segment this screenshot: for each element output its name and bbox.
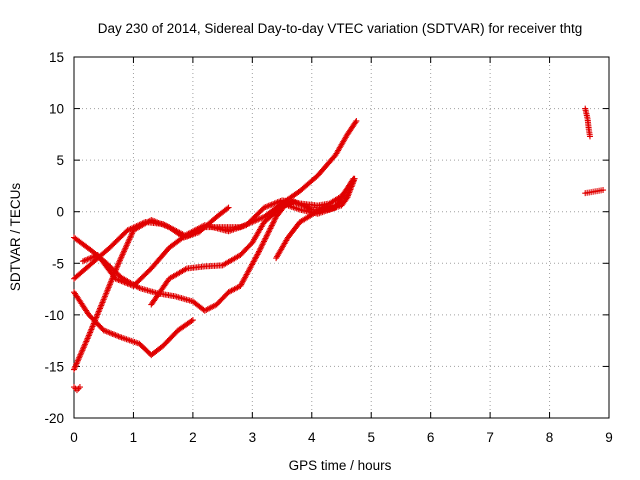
series-arc-8 [279, 175, 357, 217]
plot-frame [73, 56, 610, 419]
x-tick-label-0: 0 [70, 430, 78, 445]
y-axis-label: SDTVAR / TECUs [8, 183, 23, 292]
series-markers-1 [71, 204, 232, 373]
series-markers-2 [71, 289, 196, 359]
series-arc-9 [71, 384, 83, 394]
series-arc-1 [71, 117, 360, 282]
x-tick-label-4: 4 [308, 430, 316, 445]
x-tick-label-8: 8 [546, 430, 554, 445]
axis-ticks [73, 56, 610, 419]
series-arc-11 [582, 187, 607, 197]
x-tick-label-5: 5 [367, 430, 375, 445]
x-tick-label-1: 1 [130, 430, 138, 445]
series-markers-8 [71, 384, 83, 394]
y-tick-label-6: 10 [49, 102, 64, 117]
y-tick-label-5: 5 [56, 153, 64, 168]
y-tick-label-4: 0 [56, 205, 64, 220]
series-arc-2 [71, 204, 232, 373]
series-markers-7 [279, 175, 357, 217]
x-tick-label-7: 7 [486, 430, 494, 445]
tick-labels: 0 1 2 3 4 5 6 7 8 9 -20 -15 -10 -5 0 5 10 15 [44, 50, 612, 445]
data-series [71, 105, 607, 394]
chart-title: Day 230 of 2014, Sidereal Day-to-day VTE… [98, 21, 582, 36]
series-markers-9 [582, 105, 593, 140]
x-tick-label-9: 9 [605, 430, 613, 445]
series-markers-0 [71, 117, 360, 282]
y-tick-label-7: 15 [49, 50, 64, 65]
y-tick-label-2: -10 [44, 308, 64, 323]
x-tick-label-2: 2 [189, 430, 197, 445]
series-arc-10 [582, 105, 593, 140]
series-markers-10 [582, 187, 607, 197]
grid [74, 57, 609, 418]
x-axis-label: GPS time / hours [289, 458, 392, 473]
y-tick-label-0: -20 [44, 411, 64, 426]
series-arc-3 [71, 289, 196, 359]
x-tick-label-6: 6 [427, 430, 435, 445]
y-tick-label-3: -5 [52, 256, 64, 271]
x-tick-label-3: 3 [249, 430, 257, 445]
y-tick-label-1: -15 [44, 359, 64, 374]
